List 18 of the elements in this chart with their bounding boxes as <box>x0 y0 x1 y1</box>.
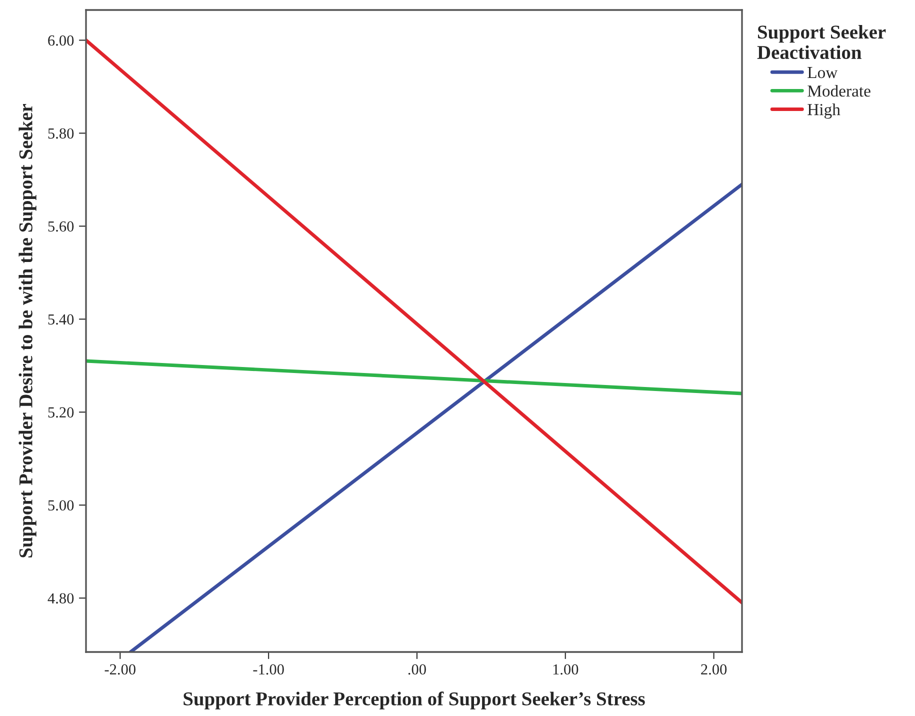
y-tick-label: 5.40 <box>48 314 74 325</box>
y-tick-label: 6.00 <box>48 35 74 46</box>
legend-title: Support Seeker Deactivation <box>757 25 886 60</box>
y-axis-title: Support Provider Desire to be with the Support Seeker <box>18 104 36 558</box>
x-tick-label: .00 <box>408 664 426 675</box>
x-tick-label: 1.00 <box>553 664 578 675</box>
x-tick-label: 2.00 <box>701 664 727 675</box>
x-tick-label: -2.00 <box>104 664 136 675</box>
y-tick-label: 4.80 <box>48 593 74 604</box>
y-tick-label: 5.80 <box>48 128 74 139</box>
y-tick-label: 5.20 <box>48 407 74 418</box>
legend-label: Low <box>808 67 838 78</box>
y-tick-label: 5.00 <box>48 500 74 511</box>
x-tick-label: -1.00 <box>253 664 284 675</box>
x-axis-title: Support Provider Perception of Support Seeker’s Stress <box>184 692 645 710</box>
legend-label: Moderate <box>808 84 870 97</box>
y-tick-label: 5.60 <box>48 221 74 232</box>
legend-label: High <box>808 104 840 119</box>
